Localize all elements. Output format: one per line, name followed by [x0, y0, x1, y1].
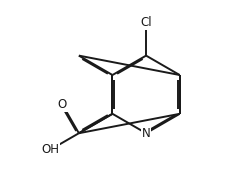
Text: Cl: Cl [140, 16, 151, 29]
Text: OH: OH [41, 143, 59, 156]
Text: O: O [57, 98, 67, 111]
Text: N: N [141, 127, 150, 140]
